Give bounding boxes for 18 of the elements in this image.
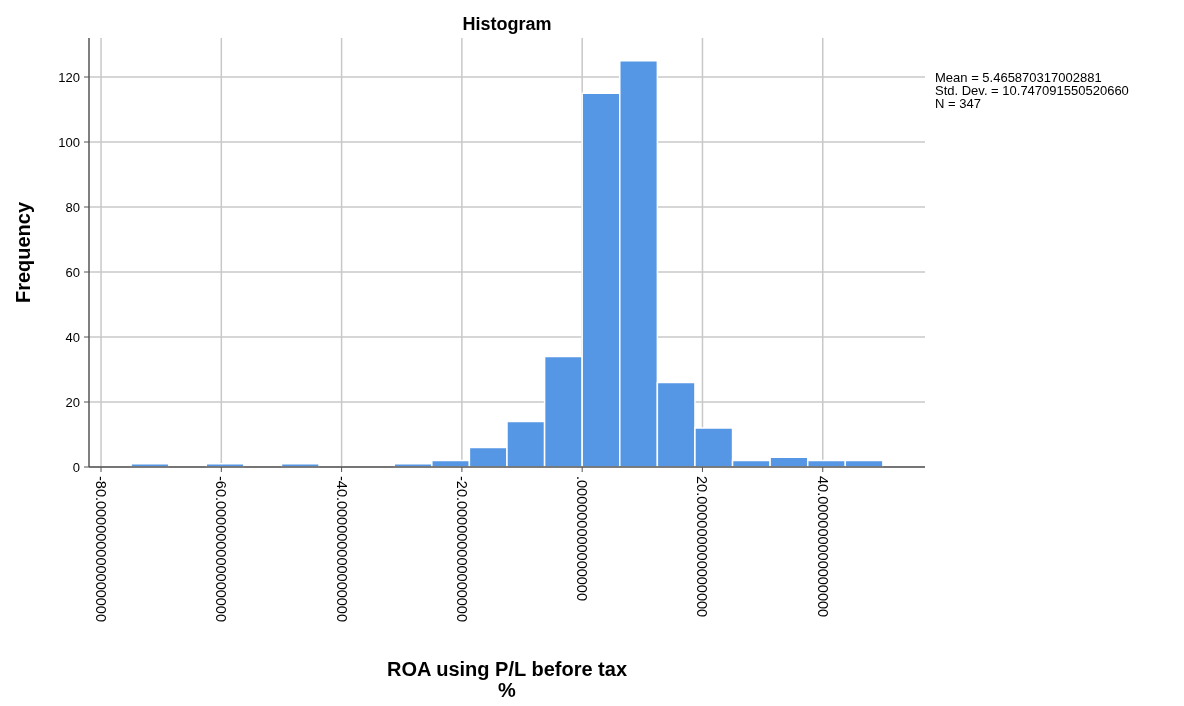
y-tick-label: 120 bbox=[58, 69, 80, 85]
x-tick-label: -80.000000000000000 bbox=[92, 476, 109, 622]
x-tick-label: -20.000000000000000 bbox=[453, 476, 470, 622]
x-tick-label: 40.000000000000000 bbox=[814, 476, 831, 618]
y-tick-label: 0 bbox=[72, 459, 80, 475]
x-tick-label: .000000000000000 bbox=[574, 476, 591, 601]
y-tick-label: 80 bbox=[65, 199, 80, 215]
y-tick-label: 60 bbox=[65, 264, 80, 280]
y-tick-label: 20 bbox=[65, 394, 80, 410]
y-tick-label: 40 bbox=[65, 329, 80, 345]
x-tick-label: -40.000000000000000 bbox=[333, 476, 350, 622]
x-tick-label: 20.000000000000000 bbox=[694, 476, 711, 618]
x-axis-title: ROA using P/L before tax % bbox=[386, 658, 628, 701]
y-axis-title: Frequency bbox=[12, 201, 34, 304]
x-tick-label: -60.000000000000000 bbox=[213, 476, 230, 622]
text: Mean = 5.465870317002881 Std. Dev. = 10.747091550520660 N = 347 bbox=[935, 70, 1129, 111]
y-tick-label: 100 bbox=[58, 134, 80, 150]
chart-title: Histogram bbox=[462, 14, 552, 34]
